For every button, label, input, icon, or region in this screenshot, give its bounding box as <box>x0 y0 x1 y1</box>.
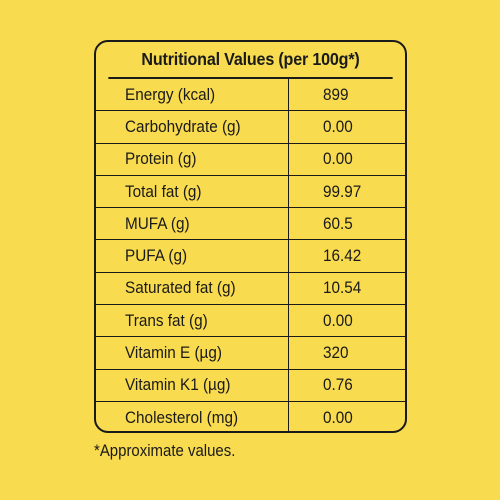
nutrient-value: 0.76 <box>289 370 405 401</box>
table-row: Protein (g) 0.00 <box>96 143 405 176</box>
table-row: Carbohydrate (g) 0.00 <box>96 111 405 144</box>
footnote: *Approximate values. <box>94 441 236 460</box>
nutrient-value: 60.5 <box>289 208 405 239</box>
nutrient-label-text: PUFA (g) <box>125 246 188 266</box>
nutrient-value: 899 <box>289 79 405 110</box>
nutrient-label-text: Energy (kcal) <box>125 84 216 104</box>
table-row: Cholesterol (mg) 0.00 <box>96 401 405 431</box>
table-row: Total fat (g) 99.97 <box>96 175 405 209</box>
nutrient-value-text: 320 <box>323 343 349 363</box>
nutrient-label-text: Saturated fat (g) <box>125 278 236 298</box>
nutrient-label: Trans fat (g) <box>96 305 289 337</box>
nutrient-label-text: MUFA (g) <box>125 213 190 233</box>
table-title: Nutritional Values (per 100g*) <box>108 42 393 79</box>
nutrient-value: 0.00 <box>289 402 405 431</box>
nutrient-label-text: Vitamin E (µg) <box>125 343 222 363</box>
nutrient-value-text: 0.00 <box>323 310 353 330</box>
nutrient-label: Energy (kcal) <box>96 79 289 111</box>
nutrition-table: Nutritional Values (per 100g*) Energy (k… <box>94 40 407 433</box>
table-row: Vitamin K1 (µg) 0.76 <box>96 369 405 402</box>
nutrient-label: Cholesterol (mg) <box>96 401 289 431</box>
nutrient-value-text: 0.00 <box>323 116 353 136</box>
nutrient-value-text: 0.76 <box>323 375 353 395</box>
nutrient-value: 0.00 <box>289 305 405 336</box>
nutrient-label: MUFA (g) <box>96 208 289 240</box>
nutrient-label-text: Carbohydrate (g) <box>125 116 241 136</box>
nutrient-value-text: 99.97 <box>323 181 362 201</box>
nutrient-value: 0.00 <box>289 111 405 142</box>
nutrient-value-text: 10.54 <box>323 278 362 298</box>
nutrient-value: 320 <box>289 337 405 368</box>
table-body: Energy (kcal) 899 Carbohydrate (g) 0.00 … <box>96 79 405 431</box>
table-row: Energy (kcal) 899 <box>96 79 405 112</box>
nutrient-value: 10.54 <box>289 273 405 304</box>
nutrient-value-text: 0.00 <box>323 408 353 428</box>
nutrient-label: Saturated fat (g) <box>96 272 289 305</box>
nutrient-label-text: Trans fat (g) <box>125 310 208 330</box>
table-row: Trans fat (g) 0.00 <box>96 305 405 338</box>
nutrient-label: Vitamin E (µg) <box>96 337 289 369</box>
nutrient-value-text: 60.5 <box>323 213 353 233</box>
nutrient-value: 99.97 <box>289 176 405 207</box>
table-row: PUFA (g) 16.42 <box>96 240 405 273</box>
nutrient-label: Carbohydrate (g) <box>96 111 289 143</box>
nutrient-value-text: 16.42 <box>323 246 362 266</box>
nutrient-label-text: Total fat (g) <box>125 181 202 201</box>
nutrient-label: Protein (g) <box>96 143 289 175</box>
nutrient-value: 16.42 <box>289 240 405 271</box>
table-row: Vitamin E (µg) 320 <box>96 337 405 370</box>
table-row: MUFA (g) 60.5 <box>96 208 405 241</box>
nutrient-label-text: Protein (g) <box>125 149 197 169</box>
nutrient-label: Vitamin K1 (µg) <box>96 369 289 401</box>
table-row: Saturated fat (g) 10.54 <box>96 272 405 306</box>
nutrient-label-text: Vitamin K1 (µg) <box>125 375 231 395</box>
nutrient-value-text: 0.00 <box>323 149 353 169</box>
nutrient-value-text: 899 <box>323 84 349 104</box>
nutrient-label: PUFA (g) <box>96 240 289 272</box>
nutrient-label: Total fat (g) <box>96 175 289 208</box>
nutrient-label-text: Cholesterol (mg) <box>125 408 239 428</box>
nutrient-value: 0.00 <box>289 144 405 175</box>
